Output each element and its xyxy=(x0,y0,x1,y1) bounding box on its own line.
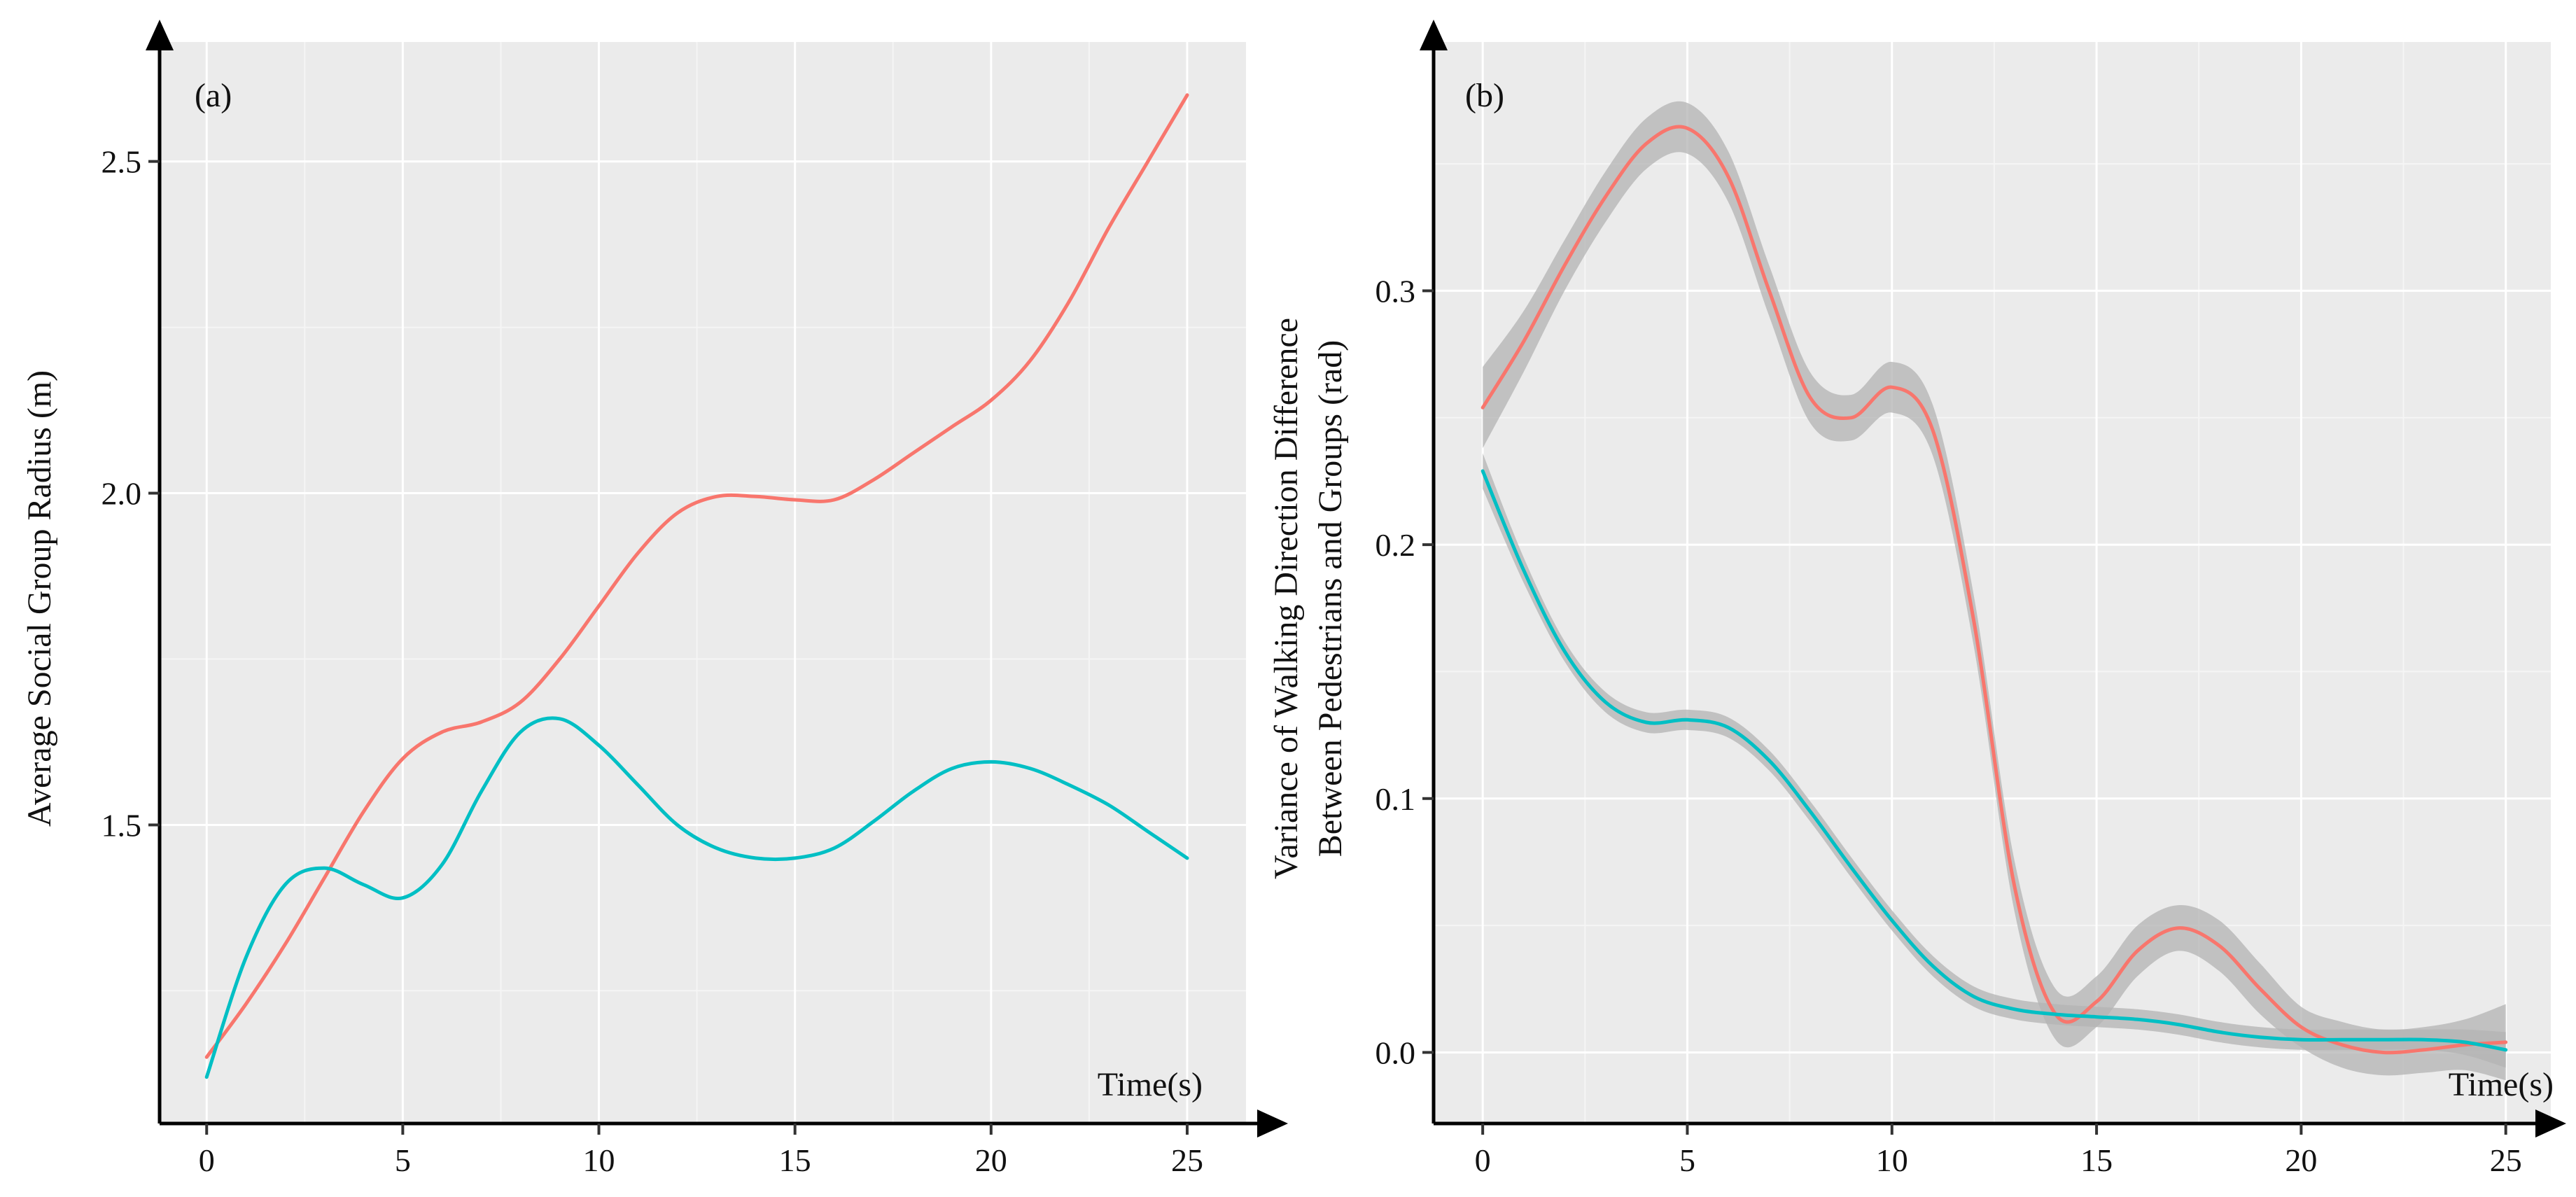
x-tick-label: 20 xyxy=(2285,1142,2317,1178)
panel-label: (b) xyxy=(1465,77,1504,114)
y-tick-label: 2.0 xyxy=(102,476,142,512)
x-tick-label: 25 xyxy=(2490,1142,2522,1178)
y-tick-label: 0.2 xyxy=(1376,527,1416,563)
y-tick-label: 0.1 xyxy=(1376,781,1416,817)
x-tick-labels: 0 5 10 15 20 25 xyxy=(199,1142,1203,1178)
panel-label: (a) xyxy=(195,77,232,114)
y-axis-title: Average Social Group Radius (m) xyxy=(21,370,58,827)
x-tick-label: 0 xyxy=(199,1142,215,1178)
x-tick-label: 5 xyxy=(395,1142,411,1178)
series-1-line xyxy=(204,93,1189,1059)
series-lines xyxy=(1480,125,2508,1055)
panel-b: 0 5 10 15 20 25 0.0 0.1 0.2 0.3 (b) Time(s) Vari… xyxy=(1268,20,2566,1178)
x-tick-label: 15 xyxy=(779,1142,811,1178)
x-tick-labels: 0 5 10 15 20 25 xyxy=(1475,1142,2522,1178)
series-1-line xyxy=(1480,125,2508,1055)
plot-background xyxy=(1434,42,2551,1124)
series-lines xyxy=(204,93,1189,1079)
plot-background xyxy=(160,42,1246,1124)
axes xyxy=(1420,20,2566,1138)
panel-a: 0 5 10 15 20 25 1.5 2.0 2.5 (a) Time(s) Average… xyxy=(21,20,1288,1178)
x-axis-arrow xyxy=(1257,1110,1288,1138)
x-axis-arrow xyxy=(2535,1110,2566,1138)
y-tick-label: 2.5 xyxy=(102,144,142,180)
grid xyxy=(160,42,1246,1124)
x-tick-label: 20 xyxy=(975,1142,1007,1178)
y-tick-label: 0.3 xyxy=(1376,273,1416,309)
y-tick-labels: 1.5 2.0 2.5 xyxy=(102,144,142,844)
y-axis-arrow xyxy=(146,20,174,50)
y-axis-title-line-1: Variance of Walking Direction Difference xyxy=(1268,318,1305,879)
x-tick-label: 10 xyxy=(583,1142,615,1178)
x-tick-label: 25 xyxy=(1171,1142,1203,1178)
x-tick-label: 15 xyxy=(2080,1142,2113,1178)
series-2-line xyxy=(204,716,1189,1079)
series-2-line xyxy=(1480,469,2508,1052)
y-tick-labels: 0.0 0.1 0.2 0.3 xyxy=(1376,273,1416,1070)
y-tick-label: 0.0 xyxy=(1376,1035,1416,1070)
x-axis-title: Time(s) xyxy=(2449,1066,2554,1103)
y-tick-label: 1.5 xyxy=(102,807,142,843)
x-tick-label: 5 xyxy=(1679,1142,1695,1178)
x-axis-title: Time(s) xyxy=(1098,1066,1203,1103)
y-axis-title-line-2: Between Pedestrians and Groups (rad) xyxy=(1312,340,1349,857)
x-tick-label: 0 xyxy=(1475,1142,1491,1178)
axes xyxy=(146,20,1288,1138)
x-tick-label: 10 xyxy=(1876,1142,1908,1178)
y-axis-arrow xyxy=(1420,20,1448,50)
